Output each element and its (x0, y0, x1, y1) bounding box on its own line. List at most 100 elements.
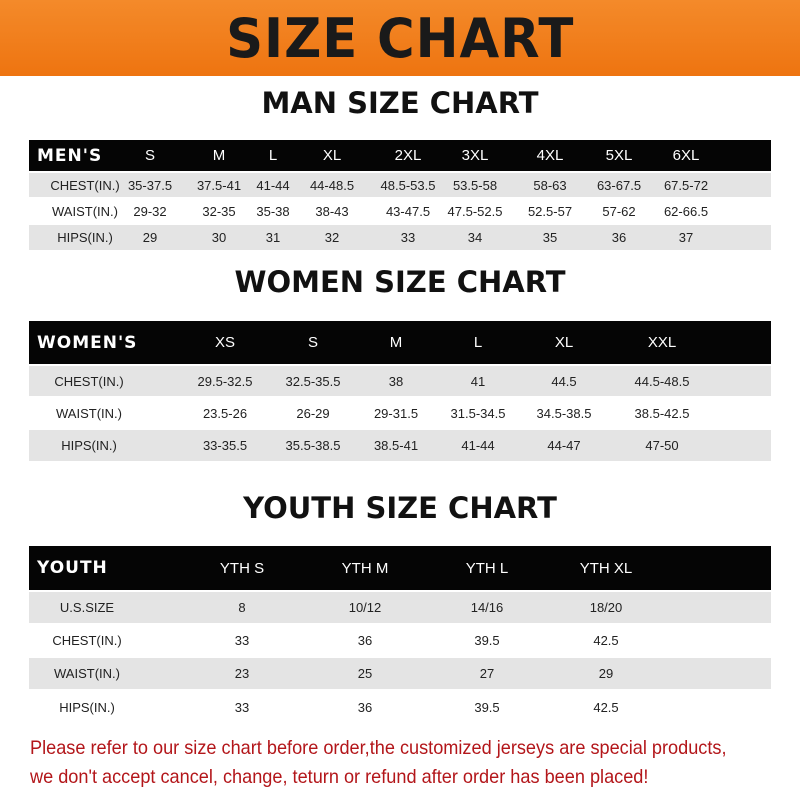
size-header: 2XL (394, 147, 422, 164)
size-header: S (144, 147, 156, 164)
table-cell: 34.5-38.5 (536, 405, 592, 421)
table-cell: 14/16 (470, 600, 504, 615)
size-header: L (473, 334, 483, 351)
table-cell: 37 (678, 230, 694, 245)
men-header-row: MEN'S S M L XL 2XL 3XL 4XL 5XL 6XL (29, 140, 771, 171)
men-size-table: MEN'S S M L XL 2XL 3XL 4XL 5XL 6XL CHEST(IN.) 35-37… (29, 140, 771, 250)
order-notice: Please refer to our size chart before or… (30, 734, 746, 792)
row-label: CHEST(IN.) (52, 633, 122, 648)
size-header: YTH S (219, 559, 265, 577)
table-cell: 44-48.5 (309, 177, 355, 193)
women-title: WOMEN SIZE CHART (234, 265, 566, 299)
table-row: HIPS(IN.) 29 30 31 32 33 34 35 36 37 (29, 225, 771, 250)
table-cell: 43-47.5 (385, 203, 431, 219)
table-cell: 23.5-26 (202, 405, 248, 421)
table-cell: 33 (234, 699, 250, 715)
row-label: HIPS(IN.) (59, 699, 115, 715)
table-cell: 38 (388, 373, 404, 389)
table-cell: 39.5 (474, 699, 500, 715)
table-cell: 26-29 (296, 405, 330, 421)
table-cell: 47-50 (645, 438, 679, 453)
size-header: XS (214, 334, 236, 351)
table-cell: 39.5 (474, 633, 500, 648)
table-cell: 35 (542, 230, 558, 245)
table-row: HIPS(IN.) 33-35.5 35.5-38.5 38.5-41 41-44 44-… (29, 430, 771, 461)
table-cell: 29-32 (133, 203, 167, 219)
table-cell: 29.5-32.5 (197, 373, 253, 389)
table-cell: 32 (324, 230, 340, 245)
youth-header-label: YOUTH (37, 558, 108, 578)
row-label: CHEST(IN.) (54, 373, 124, 389)
row-label: CHEST(IN.) (50, 177, 120, 193)
table-row: WAIST(IN.) 23 25 27 29 (29, 658, 771, 689)
women-header-label: WOMEN'S (37, 332, 138, 353)
table-cell: 33-35.5 (202, 438, 248, 453)
size-header: YTH XL (579, 559, 633, 577)
table-cell: 44.5-48.5 (634, 373, 690, 389)
table-cell: 33 (234, 633, 250, 648)
row-label: U.S.SIZE (59, 600, 115, 615)
table-cell: 58-63 (533, 177, 567, 193)
table-cell: 32-35 (202, 203, 236, 219)
size-header: YTH L (465, 559, 509, 577)
table-row: U.S.SIZE 8 10/12 14/16 18/20 (29, 592, 771, 623)
table-cell: 41 (470, 373, 486, 389)
size-header: M (389, 334, 403, 351)
table-cell: 8 (238, 600, 246, 615)
table-cell: 31 (265, 230, 281, 245)
women-size-table: WOMEN'S XS S M L XL XXL CHEST(IN.) 29.5-32.5 32.5… (29, 321, 771, 461)
table-cell: 36 (357, 633, 373, 648)
table-cell: 31.5-34.5 (450, 405, 506, 421)
table-cell: 38.5-42.5 (634, 405, 690, 421)
table-cell: 29-31.5 (373, 405, 419, 421)
men-header-label: MEN'S (37, 145, 103, 166)
size-header: L (268, 147, 278, 164)
table-cell: 52.5-57 (527, 203, 573, 219)
table-cell: 44.5 (551, 373, 577, 389)
table-cell: 29 (142, 230, 158, 245)
table-cell: 25 (357, 666, 373, 681)
table-cell: 42.5 (593, 699, 619, 715)
table-cell: 29 (598, 666, 614, 681)
table-cell: 44-47 (547, 438, 581, 453)
table-row: HIPS(IN.) 33 36 39.5 42.5 (29, 691, 771, 723)
table-row: WAIST(IN.) 29-32 32-35 35-38 38-43 43-47.5 47.… (29, 199, 771, 223)
men-title: MAN SIZE CHART (261, 86, 539, 120)
banner-title: SIZE CHART (225, 6, 575, 70)
youth-size-table: YOUTH YTH S YTH M YTH L YTH XL U.S.SIZE 8 10/12… (29, 546, 771, 723)
table-cell: 35-37.5 (127, 177, 173, 193)
table-cell: 42.5 (593, 633, 619, 648)
table-row: WAIST(IN.) 23.5-26 26-29 29-31.5 31.5-34.5 34… (29, 398, 771, 428)
size-header: 5XL (605, 147, 633, 164)
women-header-row: WOMEN'S XS S M L XL XXL (29, 321, 771, 364)
table-cell: 18/20 (589, 600, 623, 615)
table-cell: 33 (400, 230, 416, 245)
table-cell: 48.5-53.5 (380, 177, 436, 193)
row-label: HIPS(IN.) (61, 438, 117, 453)
table-cell: 32.5-35.5 (285, 373, 341, 389)
banner: SIZE CHART (0, 0, 800, 76)
table-cell: 41-44 (256, 177, 290, 193)
table-cell: 35-38 (256, 203, 290, 219)
row-label: WAIST(IN.) (56, 405, 122, 421)
table-cell: 41-44 (461, 438, 495, 453)
table-cell: 47.5-52.5 (447, 203, 503, 219)
table-cell: 36 (611, 230, 627, 245)
table-cell: 62-66.5 (663, 203, 709, 219)
size-header: M (212, 147, 226, 164)
size-header: XL (322, 147, 342, 164)
table-cell: 53.5-58 (452, 177, 498, 193)
notice-line-2: we don't accept cancel, change, teturn o… (30, 766, 649, 788)
table-row: CHEST(IN.) 35-37.5 37.5-41 41-44 44-48.5 48.5… (29, 173, 771, 197)
table-cell: 35.5-38.5 (285, 438, 341, 453)
table-cell: 63-67.5 (596, 177, 642, 193)
table-cell: 34 (467, 230, 483, 245)
table-row: CHEST(IN.) 29.5-32.5 32.5-35.5 38 41 44.5 44.5… (29, 366, 771, 396)
row-label: HIPS(IN.) (57, 230, 113, 245)
table-cell: 67.5-72 (663, 177, 709, 193)
size-header: XL (554, 334, 574, 351)
size-header: XXL (647, 334, 677, 351)
row-label: WAIST(IN.) (52, 203, 118, 219)
table-cell: 27 (479, 666, 495, 681)
size-header: 3XL (461, 147, 489, 164)
